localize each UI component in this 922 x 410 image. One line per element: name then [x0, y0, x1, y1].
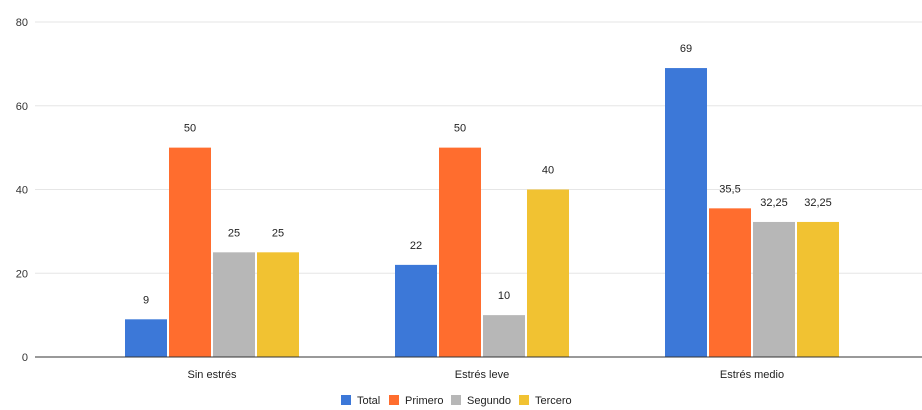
legend-swatch [519, 395, 529, 405]
bar [439, 147, 481, 357]
data-label: 25 [228, 227, 240, 239]
bar [753, 221, 795, 357]
data-labels: 9 22 69 50 50 35,5 25 10 32,25 25 40 32,25 [143, 43, 832, 306]
y-tick-label: 0 [22, 352, 28, 364]
legend-swatch [389, 395, 399, 405]
data-label: 35,5 [719, 183, 740, 195]
bar [213, 252, 255, 357]
data-label: 22 [410, 240, 422, 252]
data-label: 25 [272, 227, 284, 239]
bar [483, 315, 525, 357]
legend-label: Total [357, 395, 380, 407]
data-label: 9 [143, 294, 149, 306]
data-label: 50 [184, 123, 196, 135]
legend: Total Primero Segundo Tercero [341, 395, 572, 407]
legend-swatch [341, 395, 351, 405]
legend-label: Primero [405, 395, 444, 407]
bar [395, 264, 437, 357]
category-label: Estrés medio [720, 369, 784, 381]
bar [257, 252, 299, 357]
bar [169, 147, 211, 357]
legend-label: Segundo [467, 395, 511, 407]
bar [125, 319, 167, 357]
y-tick-label: 80 [16, 17, 28, 29]
bar [527, 189, 569, 357]
y-tick-label: 60 [16, 101, 28, 113]
bar [797, 221, 839, 357]
bars [125, 68, 839, 357]
x-axis-category-labels: Sin estrés Estrés leve Estrés medio [188, 369, 785, 381]
category-label: Sin estrés [188, 369, 237, 381]
y-axis-tick-labels: 0 20 40 60 80 [16, 17, 28, 364]
bar [665, 68, 707, 357]
data-label: 32,25 [804, 197, 832, 209]
category-label: Estrés leve [455, 369, 509, 381]
data-label: 32,25 [760, 197, 788, 209]
data-label: 10 [498, 290, 510, 302]
bar [709, 208, 751, 357]
data-label: 40 [542, 165, 554, 177]
y-tick-label: 40 [16, 185, 28, 197]
legend-swatch [451, 395, 461, 405]
legend-label: Tercero [535, 395, 572, 407]
data-label: 69 [680, 43, 692, 55]
data-label: 50 [454, 123, 466, 135]
y-tick-label: 20 [16, 268, 28, 280]
